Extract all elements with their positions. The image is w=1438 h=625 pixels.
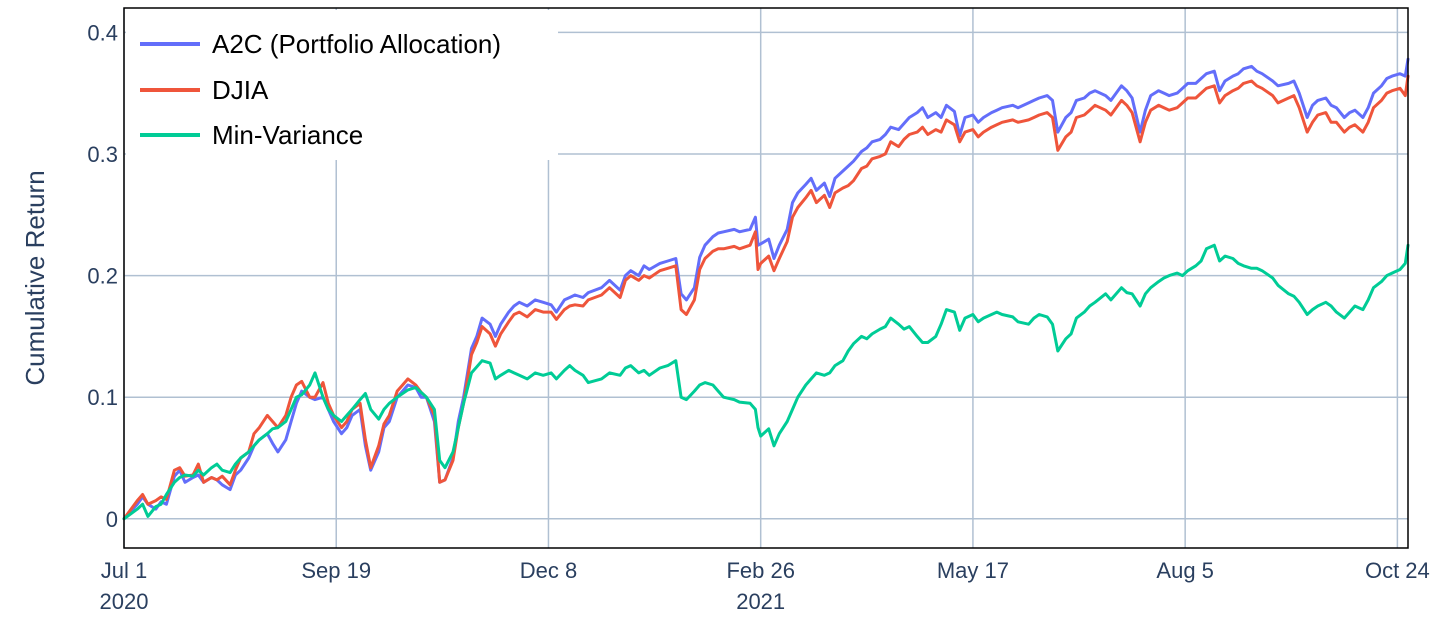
legend-label-djia: DJIA <box>212 75 269 105</box>
x-tick-label: Jul 1 <box>101 558 147 583</box>
x-tick-year-label: 2020 <box>100 589 149 614</box>
y-tick-labels: 0 0.1 0.2 0.3 0.4 <box>87 20 118 531</box>
y-tick-label: 0.2 <box>87 264 118 289</box>
x-tick-labels: Jul 1 2020 Sep 19 Dec 8 Feb 26 2021 May 17 Aug … <box>100 558 1430 614</box>
series-line-djia <box>122 74 1410 521</box>
y-tick-label: 0 <box>106 507 118 532</box>
legend: A2C (Portfolio Allocation) DJIA Min-Vari… <box>126 10 558 160</box>
x-tick-label: Aug 5 <box>1156 558 1214 583</box>
y-tick-label: 0.1 <box>87 385 118 410</box>
x-tick-label: Sep 19 <box>301 558 371 583</box>
x-tick-label: Dec 8 <box>520 558 577 583</box>
x-tick-label: Oct 24 <box>1365 558 1430 583</box>
series-lines <box>122 57 1410 521</box>
y-axis-title: Cumulative Return <box>20 170 50 385</box>
x-tick-year-label: 2021 <box>736 589 785 614</box>
legend-label-a2c: A2C (Portfolio Allocation) <box>212 29 501 59</box>
x-tick-label: May 17 <box>937 558 1009 583</box>
legend-label-min-variance: Min-Variance <box>212 120 363 150</box>
y-tick-label: 0.3 <box>87 142 118 167</box>
series-line-a2c-portfolio-allocation <box>122 57 1410 521</box>
x-tick-label: Feb 26 <box>726 558 795 583</box>
y-tick-label: 0.4 <box>87 20 118 45</box>
series-line-min-variance <box>122 243 1410 521</box>
plot-frame <box>123 7 1409 549</box>
